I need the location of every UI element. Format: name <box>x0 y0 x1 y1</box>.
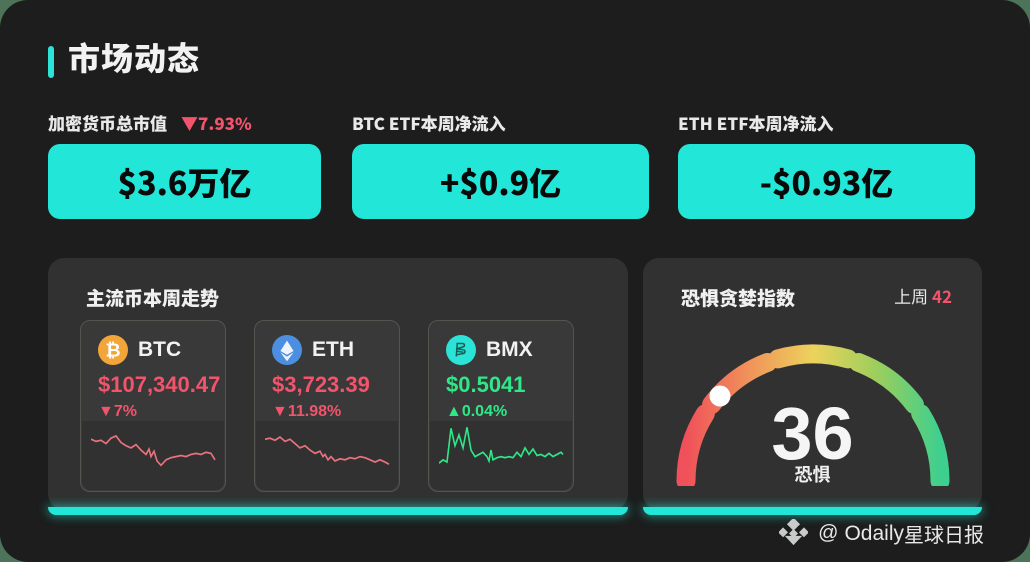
svg-text:₿: ₿ <box>105 340 120 361</box>
